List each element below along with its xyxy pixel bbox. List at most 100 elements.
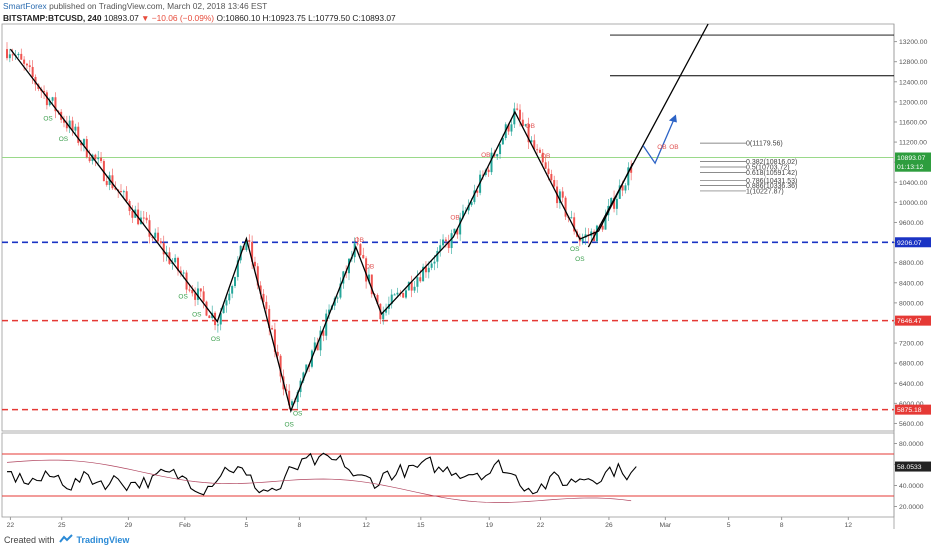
rsi-pane-frame — [1, 432, 895, 518]
candle-body — [561, 191, 564, 198]
candle-body — [476, 190, 479, 193]
candle-body — [462, 210, 464, 218]
y-tick-label: 8400.00 — [899, 280, 924, 287]
candle-body — [234, 277, 236, 287]
author-link[interactable]: SmartForex — [3, 1, 47, 11]
candle-body — [125, 191, 128, 201]
candle-body — [393, 294, 396, 296]
candle-body — [216, 324, 219, 326]
candle-body — [291, 401, 293, 406]
os-marker: OS — [43, 116, 53, 123]
x-tick-label: 8 — [780, 522, 784, 529]
tradingview-brand[interactable]: TradingView — [76, 534, 130, 545]
candle-body — [533, 140, 536, 150]
price-label-text: 5875.18 — [897, 407, 922, 414]
candle-body — [28, 65, 31, 67]
ob-marker: OB — [481, 152, 490, 159]
candle-body — [487, 169, 490, 173]
ohlc-values: O:10860.10 H:10923.75 L:10779.50 C:10893… — [216, 13, 396, 23]
candle-body — [416, 277, 419, 287]
candle-body — [396, 292, 399, 295]
candle-body — [302, 372, 305, 381]
candle-body — [157, 232, 160, 242]
candle-body — [8, 54, 11, 59]
candle-body — [558, 191, 561, 204]
candle-body — [447, 241, 450, 249]
candle-body — [316, 342, 319, 351]
x-tick-label: 5 — [245, 522, 249, 529]
candle-body — [177, 257, 179, 271]
candle-body — [604, 215, 607, 230]
candle-body — [510, 124, 513, 132]
os-marker: OS — [178, 293, 188, 300]
candle-body — [276, 351, 279, 356]
candle-body — [191, 290, 194, 294]
candle-body — [328, 309, 331, 314]
candle-body — [20, 53, 23, 60]
candle-body — [45, 92, 48, 106]
candle-body — [630, 167, 633, 173]
candle-body — [253, 261, 256, 267]
candle-body — [145, 217, 148, 221]
candle-body — [570, 217, 573, 219]
y-tick-label: 8800.00 — [899, 260, 924, 267]
y-tick-label: 9600.00 — [899, 220, 924, 227]
candle-body — [231, 286, 234, 294]
candle-body — [80, 142, 83, 146]
candle-body — [131, 210, 134, 218]
candle-body — [71, 120, 74, 131]
y-tick-label: 6800.00 — [899, 361, 924, 368]
candle-body — [34, 76, 37, 85]
candle-body — [356, 243, 359, 245]
candle-body — [25, 63, 28, 66]
candle-body — [94, 154, 97, 160]
candle-body — [499, 144, 502, 155]
rsi-line — [6, 452, 637, 496]
candle-body — [236, 260, 239, 278]
bullish-trendline — [587, 23, 709, 248]
ob-marker: OB — [450, 215, 459, 222]
candle-body — [225, 300, 228, 306]
candle-body — [467, 205, 470, 211]
candle-body — [407, 282, 410, 291]
candle-body — [436, 250, 439, 262]
candle-body — [159, 241, 162, 244]
candle-body — [202, 291, 205, 302]
candle-body — [188, 289, 191, 291]
candles-group — [6, 42, 633, 411]
candle-body — [538, 149, 541, 153]
os-marker: OS — [293, 411, 303, 418]
candle-body — [205, 301, 208, 316]
candle-body — [601, 225, 604, 230]
fib-level-label: 0.382(10816.02) — [746, 159, 797, 166]
candle-body — [450, 233, 453, 249]
ob-marker: OB — [355, 237, 364, 244]
candle-body — [82, 139, 85, 146]
price-label-text: 9206.07 — [897, 240, 922, 247]
candle-body — [105, 181, 108, 185]
candle-body — [268, 308, 271, 329]
rsi-tick-label: 20.0000 — [899, 504, 924, 511]
candle-body — [165, 252, 168, 255]
candle-body — [433, 261, 436, 264]
ob-marker: OB — [526, 123, 535, 130]
candle-body — [524, 124, 527, 127]
x-tick-label: 22 — [537, 522, 545, 529]
candle-body — [481, 174, 484, 176]
candle-body — [550, 173, 553, 181]
candle-body — [613, 197, 616, 209]
candle-body — [222, 305, 225, 314]
candle-body — [410, 282, 413, 291]
price-label-text: 10893.07 — [897, 155, 926, 162]
candle-body — [530, 140, 533, 143]
candle-body — [43, 90, 46, 93]
projection-arrow-head — [668, 114, 677, 123]
price-label-box — [895, 315, 931, 326]
candle-body — [442, 239, 445, 246]
candle-body — [296, 392, 299, 403]
candle-body — [17, 53, 20, 56]
candle-body — [88, 157, 91, 162]
x-tick-label: 22 — [7, 522, 15, 529]
candle-body — [595, 225, 598, 242]
